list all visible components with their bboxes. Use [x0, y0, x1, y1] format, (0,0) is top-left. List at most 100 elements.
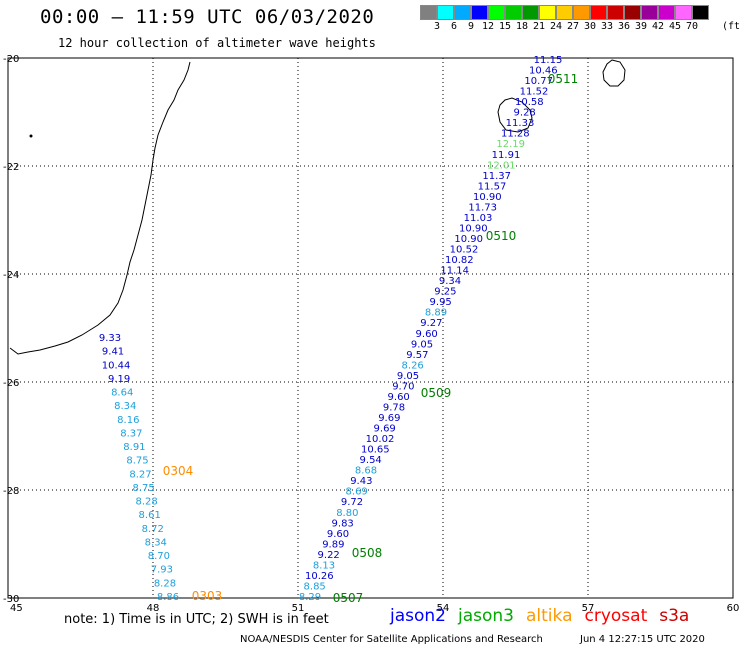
jason2-swh-label: 10.58: [515, 97, 544, 108]
reunion-coastline: [497, 97, 533, 133]
legend-swatch: [692, 5, 709, 20]
jason2-swh-label: 8.85: [304, 581, 326, 592]
jason2-swh-label: 10.90: [454, 234, 483, 245]
legend-label: 27: [566, 21, 580, 32]
jason2-swh-label: 10.02: [366, 434, 395, 445]
legend-label: 15: [498, 21, 512, 32]
jason2-swh-label: 8.89: [425, 308, 447, 319]
jason2-swh-label: 11.28: [501, 129, 530, 140]
pass-time-label: 0303: [192, 589, 223, 603]
lat-tick-label: -30: [3, 594, 19, 605]
altika-swh-label: 9.19: [108, 374, 130, 385]
jason2-swh-label: 10.46: [529, 66, 558, 77]
jason2-swh-label: 9.69: [374, 424, 396, 435]
legend-swatch: [437, 5, 454, 20]
legend-swatch: [420, 5, 437, 20]
altika-swh-label: 8.75: [126, 456, 148, 467]
jason2-swh-label: 9.60: [388, 392, 410, 403]
credit-text: NOAA/NESDIS Center for Satellite Applica…: [240, 634, 543, 645]
lon-tick-label: 60: [727, 603, 740, 614]
altika-swh-label: 8.27: [129, 469, 151, 480]
jason2-swh-label: 11.33: [506, 118, 535, 129]
altika-swh-label: 8.34: [145, 537, 167, 548]
legend-label: 30: [583, 21, 597, 32]
legend-swatch: [488, 5, 505, 20]
timestamp-text: Jun 4 12:27:15 UTC 2020: [580, 634, 705, 645]
lon-tick-label: 54: [437, 603, 450, 614]
legend-swatch: [590, 5, 607, 20]
map-ticks: 45 48 51 54 57 60 -20 -22 -24 -26 -28 -30: [3, 54, 739, 614]
jason2-swh-label: 12.01: [487, 160, 516, 171]
jason2-swh-label: 10.82: [445, 255, 474, 266]
legend-label: 9: [467, 21, 475, 32]
jason2-swh-label: 11.15: [534, 55, 563, 66]
legend-swatch: [454, 5, 471, 20]
altika-swh-label: 8.28: [135, 497, 157, 508]
jason2-swh-label: 11.91: [492, 150, 521, 161]
legend-label: 3: [433, 21, 441, 32]
satellite-jason2: jason2: [390, 606, 446, 626]
pass-time-label: 0508: [352, 546, 383, 560]
altika-swh-label: 8.28: [154, 578, 176, 589]
jason2-swh-label: 10.52: [450, 245, 479, 256]
jason2-swh-label: 11.73: [468, 202, 497, 213]
legend-label: 33: [600, 21, 614, 32]
altika-swh-label: 8.86: [157, 592, 179, 603]
altika-swh-label: 8.75: [132, 483, 154, 494]
jason2-swh-label: 11.03: [464, 213, 493, 224]
legend-label: 36: [617, 21, 631, 32]
jason2-swh-label: 9.34: [439, 276, 461, 287]
legend-swatch: [624, 5, 641, 20]
altika-swh-label: 8.72: [142, 524, 164, 535]
jason2-swh-label: 10.90: [473, 192, 502, 203]
altika-swh-label: 8.61: [139, 510, 161, 521]
altika-swh-label: 8.64: [111, 388, 133, 399]
jason2-swh-label: 8.80: [336, 508, 358, 519]
legend-swatch: [471, 5, 488, 20]
jason2-swh-label: 9.25: [434, 287, 456, 298]
jason2-swh-label: 9.43: [350, 476, 372, 487]
altika-swh-label: 8.70: [148, 551, 170, 562]
legend-swatch: [658, 5, 675, 20]
legend-swatches: [420, 5, 709, 20]
altika-swh-label: 10.44: [102, 360, 131, 371]
legend-label: 39: [634, 21, 648, 32]
jason2-swh-label: 9.69: [378, 413, 400, 424]
legend-label: 21: [532, 21, 546, 32]
map-frame: [7, 57, 734, 599]
altika-swh-label: 9.33: [99, 333, 121, 344]
mauritius-coastline: [602, 59, 626, 87]
footnote: note: 1) Time is in UTC; 2) SWH is in fe…: [64, 612, 329, 627]
legend-label: 24: [549, 21, 563, 32]
jason2-swh-label: 9.05: [397, 371, 419, 382]
jason2-swh-label: 10.65: [361, 445, 390, 456]
legend-labels: 3 6 9 12 15 18 21 24 27 30 33 36 39 42 45 70: [420, 20, 709, 34]
legend-swatch: [522, 5, 539, 20]
jason2-swh-label: 9.54: [360, 455, 382, 466]
legend-label: 18: [515, 21, 529, 32]
jason2-swh-label: 9.27: [420, 318, 442, 329]
jason2-swh-label: 12.19: [496, 139, 525, 150]
pass-time-label: 0304: [163, 464, 194, 478]
lat-tick-label: -28: [3, 486, 19, 497]
legend-swatch: [675, 5, 692, 20]
jason2-swh-label: 8.13: [313, 560, 335, 571]
jason2-swh-label: 11.14: [440, 266, 469, 277]
jason2-swh-label: 9.60: [327, 529, 349, 540]
legend-label: 12: [481, 21, 495, 32]
lat-tick-label: -22: [3, 162, 19, 173]
legend-swatch: [539, 5, 556, 20]
lon-tick-label: 51: [292, 603, 305, 614]
map-grid: [8, 58, 733, 598]
page-title: 00:00 – 11:59 UTC 06/03/2020: [40, 6, 375, 28]
satellite-s3a: s3a: [659, 606, 690, 626]
jason2-swh-label: 9.60: [416, 329, 438, 340]
lat-tick-label: -24: [3, 270, 19, 281]
jason2-swh-label: 9.95: [430, 297, 452, 308]
page-subtitle: 12 hour collection of altimeter wave hei…: [58, 36, 376, 50]
jason2-track: 11.1510.4610.7711.5210.589.2811.3311.281…: [299, 55, 562, 603]
lon-tick-label: 57: [582, 603, 595, 614]
legend-swatch: [573, 5, 590, 20]
